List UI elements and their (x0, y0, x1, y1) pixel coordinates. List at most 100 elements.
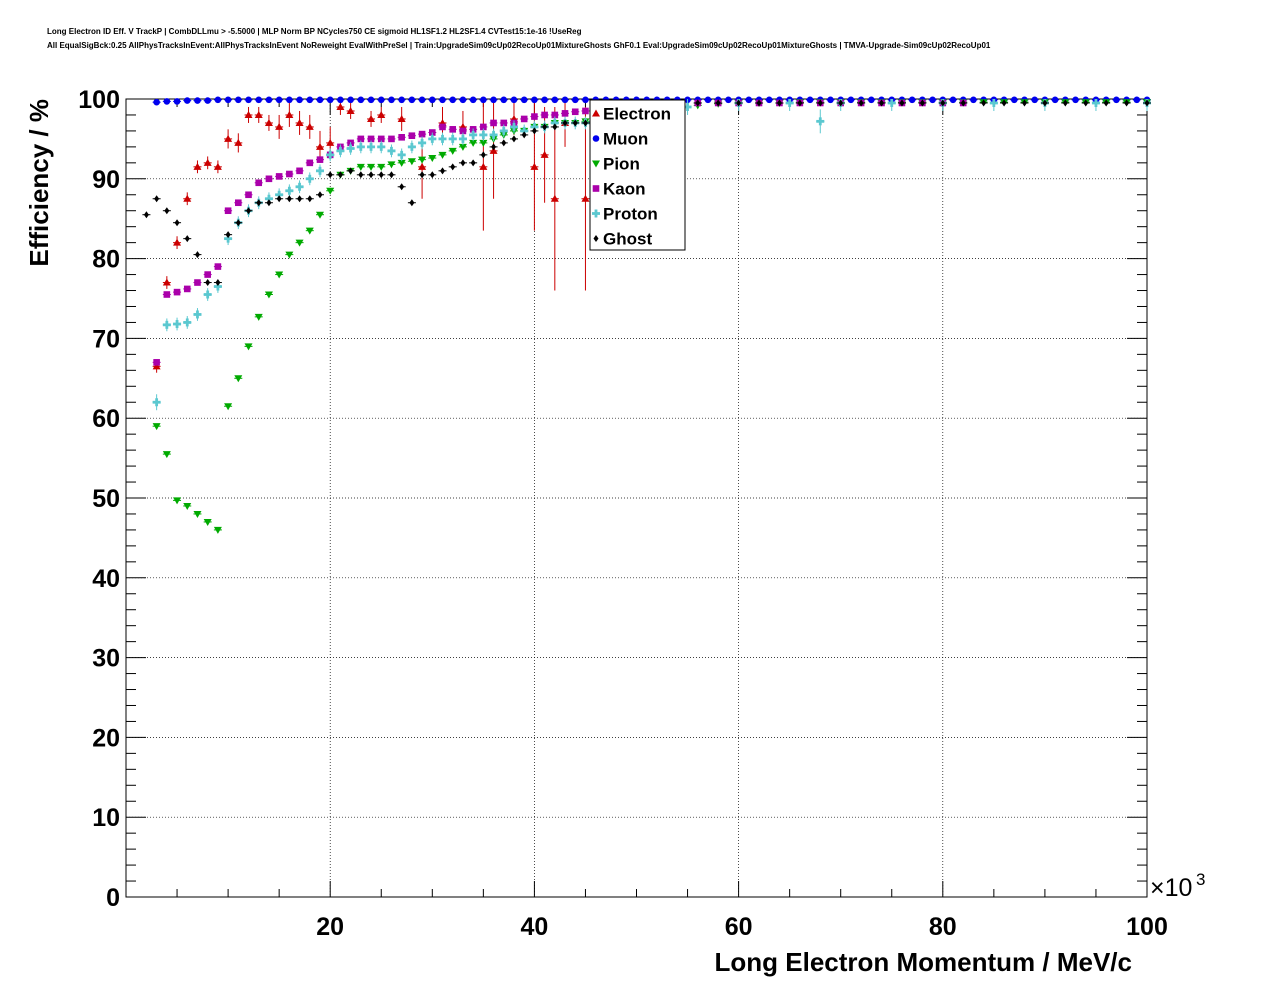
x-axis-multiplier: ×10 (1150, 874, 1192, 902)
data-point (500, 119, 508, 127)
data-point (326, 187, 335, 195)
data-point (326, 138, 335, 146)
data-point (409, 199, 415, 207)
data-point (479, 130, 488, 139)
data-point (264, 291, 273, 299)
y-tick-label: 60 (92, 405, 120, 433)
data-point (173, 320, 182, 329)
data-point (1010, 96, 1018, 104)
cross-v (277, 190, 281, 199)
data-point (510, 96, 518, 104)
data-point (858, 99, 864, 107)
data-point (418, 130, 426, 138)
data-point (183, 318, 192, 327)
cross-v (502, 126, 506, 135)
data-point (234, 375, 243, 383)
legend-entry-muon: Muon (592, 130, 648, 149)
y-tick-label: 0 (106, 884, 120, 912)
data-point (193, 510, 202, 518)
cross-v (165, 320, 169, 329)
legend-label: Kaon (603, 180, 646, 199)
data-point (367, 96, 375, 104)
cross-v (420, 138, 424, 147)
cross-v (175, 320, 179, 329)
data-point (827, 96, 834, 104)
cross-v (992, 98, 996, 107)
data-point (377, 135, 385, 143)
data-point (418, 162, 427, 170)
x-tick-label: 40 (520, 913, 548, 941)
cross-v (788, 98, 792, 107)
data-point (1001, 99, 1007, 107)
data-point (480, 151, 486, 159)
data-point (949, 96, 957, 104)
legend-entry-kaon: Kaon (592, 180, 646, 199)
data-point (326, 96, 334, 104)
data-point (275, 271, 284, 279)
data-point (184, 235, 190, 243)
data-point (265, 175, 273, 183)
data-point (1091, 98, 1100, 107)
data-point (683, 102, 692, 111)
data-point (183, 502, 192, 510)
data-point (164, 207, 170, 215)
legend-marker (593, 235, 599, 242)
data-point (428, 155, 437, 163)
data-point (173, 497, 182, 505)
cross-v (410, 142, 414, 151)
cross-v (818, 117, 822, 126)
legend-label: Muon (603, 130, 648, 149)
data-point (501, 139, 507, 147)
legend-marker (592, 109, 600, 117)
series-electron (152, 99, 600, 373)
data-point (152, 423, 161, 431)
cross-v (522, 126, 526, 135)
cross-v (533, 122, 536, 131)
x-axis-multiplier-exponent: 3 (1196, 870, 1205, 889)
data-point (286, 96, 293, 104)
cross-v (196, 310, 199, 319)
y-tick-label: 90 (92, 166, 120, 194)
cross-v (379, 142, 383, 151)
data-point (275, 96, 283, 104)
data-point (224, 403, 233, 411)
data-point (521, 131, 527, 139)
data-point (439, 96, 446, 104)
data-point (307, 195, 313, 203)
x-tick-label: 80 (929, 913, 957, 941)
data-point (756, 99, 762, 107)
cross-v (430, 134, 434, 143)
cross-v (686, 102, 689, 111)
data-point (418, 138, 427, 147)
data-point (418, 96, 426, 104)
data-point (286, 195, 292, 203)
data-point (254, 110, 263, 118)
data-point (847, 96, 855, 104)
data-point (440, 167, 446, 175)
data-point (264, 118, 273, 126)
data-point (582, 107, 589, 115)
data-point (367, 135, 375, 143)
cross-v (298, 182, 301, 191)
data-point (205, 279, 211, 287)
data-point (224, 207, 232, 215)
data-point (336, 102, 345, 110)
plot-title-line-2: All EqualSigBck:0.25 AllPhysTracksInEven… (47, 41, 991, 50)
cross-v (512, 122, 516, 131)
data-point (489, 130, 498, 139)
data-point (460, 159, 466, 167)
data-point (745, 96, 753, 104)
data-point (879, 99, 885, 107)
data-point (541, 111, 548, 119)
data-point (408, 132, 416, 140)
data-point (499, 126, 508, 135)
legend-entry-pion: Pion (592, 155, 640, 174)
data-point (153, 98, 160, 106)
data-point (194, 251, 200, 259)
cross-v (318, 166, 322, 175)
data-point (183, 285, 191, 293)
legend-marker (592, 135, 600, 142)
data-point (235, 199, 242, 207)
data-point (315, 142, 324, 150)
data-point (439, 123, 446, 131)
